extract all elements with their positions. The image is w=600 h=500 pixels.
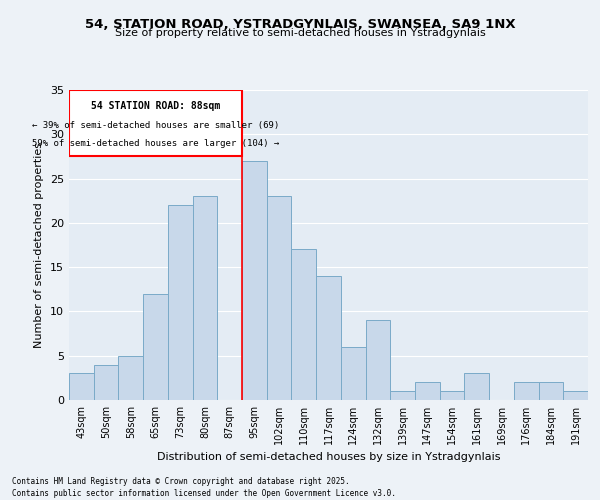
Text: ← 39% of semi-detached houses are smaller (69): ← 39% of semi-detached houses are smalle…: [32, 121, 279, 130]
Bar: [118, 356, 143, 400]
Bar: [69, 90, 242, 156]
Text: 54, STATION ROAD, YSTRADGYNLAIS, SWANSEA, SA9 1NX: 54, STATION ROAD, YSTRADGYNLAIS, SWANSEA…: [85, 18, 515, 30]
X-axis label: Distribution of semi-detached houses by size in Ystradgynlais: Distribution of semi-detached houses by …: [157, 452, 500, 462]
Bar: [94, 364, 118, 400]
Bar: [267, 196, 292, 400]
Text: 59% of semi-detached houses are larger (104) →: 59% of semi-detached houses are larger (…: [32, 138, 279, 147]
Bar: [242, 161, 267, 400]
Bar: [316, 276, 341, 400]
Bar: [390, 391, 415, 400]
Bar: [341, 347, 365, 400]
Bar: [514, 382, 539, 400]
Bar: [464, 374, 489, 400]
Bar: [539, 382, 563, 400]
Bar: [365, 320, 390, 400]
Bar: [193, 196, 217, 400]
Bar: [69, 374, 94, 400]
Bar: [415, 382, 440, 400]
Text: Contains HM Land Registry data © Crown copyright and database right 2025.
Contai: Contains HM Land Registry data © Crown c…: [12, 476, 396, 498]
Text: 54 STATION ROAD: 88sqm: 54 STATION ROAD: 88sqm: [91, 100, 220, 110]
Bar: [440, 391, 464, 400]
Y-axis label: Number of semi-detached properties: Number of semi-detached properties: [34, 142, 44, 348]
Bar: [143, 294, 168, 400]
Bar: [292, 250, 316, 400]
Bar: [563, 391, 588, 400]
Bar: [168, 205, 193, 400]
Text: Size of property relative to semi-detached houses in Ystradgynlais: Size of property relative to semi-detach…: [115, 28, 485, 38]
